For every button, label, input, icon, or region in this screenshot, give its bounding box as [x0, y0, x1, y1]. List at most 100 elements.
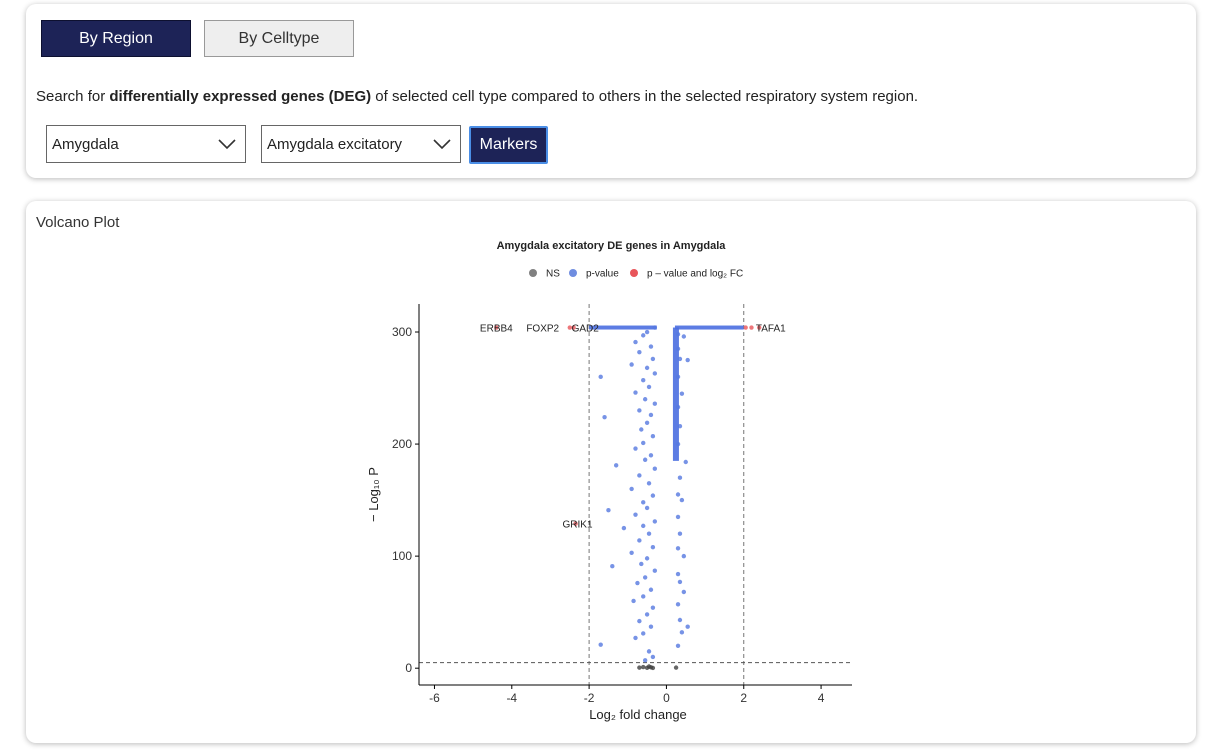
- data-point: [633, 339, 638, 345]
- data-point: [610, 564, 615, 569]
- data-point: [679, 391, 685, 396]
- data-point: [641, 440, 646, 446]
- data-point: [644, 612, 650, 617]
- x-tick-label: -6: [429, 691, 440, 705]
- y-tick-label: 300: [392, 325, 412, 339]
- region-select[interactable]: Amygdala: [46, 125, 246, 163]
- data-point: [633, 390, 638, 395]
- data-point: [677, 475, 683, 480]
- data-point: [602, 414, 607, 420]
- data-point: [573, 521, 578, 526]
- data-point: [650, 493, 656, 498]
- data-point: [675, 332, 681, 337]
- data-point: [677, 423, 683, 429]
- data-point: [650, 605, 656, 610]
- data-point: [629, 486, 634, 492]
- data-point: [648, 344, 654, 349]
- data-point: [650, 434, 656, 439]
- volcano-plot-card: Volcano Plot Amygdala excitatory DE gene…: [26, 201, 1196, 743]
- markers-button[interactable]: Markers: [469, 126, 548, 164]
- gene-label: ERBB4: [480, 324, 513, 335]
- data-point: [639, 561, 644, 567]
- celltype-select[interactable]: Amygdala excitatory: [261, 125, 461, 163]
- x-tick-label: -4: [506, 691, 517, 705]
- data-point: [571, 325, 576, 330]
- data-point: [679, 630, 685, 635]
- y-tick-label: 0: [405, 661, 412, 675]
- data-point: [637, 618, 642, 624]
- data-point: [641, 631, 646, 636]
- data-point: [648, 412, 654, 418]
- filter-card: By Region By Celltype Search for differe…: [26, 4, 1196, 178]
- data-point: [631, 598, 636, 604]
- tab-by-region[interactable]: By Region: [41, 20, 191, 57]
- gene-label: GRIK1: [563, 520, 593, 531]
- x-tick-label: 2: [740, 691, 747, 705]
- data-point: [650, 544, 656, 550]
- data-point: [639, 427, 644, 432]
- data-point: [675, 441, 681, 447]
- legend-label: NS: [546, 269, 560, 280]
- data-point: [685, 357, 690, 363]
- x-tick-label: 0: [663, 691, 670, 705]
- data-point: [646, 531, 652, 536]
- chevron-down-icon: [433, 139, 451, 150]
- data-point: [679, 497, 685, 503]
- data-point: [644, 420, 650, 425]
- data-point: [644, 505, 650, 511]
- plot-panel-heading: Volcano Plot: [36, 214, 120, 231]
- data-point: [494, 325, 499, 330]
- data-point: [652, 466, 658, 471]
- data-point: [635, 580, 640, 586]
- data-point: [652, 568, 658, 573]
- legend-marker: [529, 269, 537, 277]
- p-value-band-left: [589, 325, 657, 330]
- gene-label: GAD2: [572, 324, 600, 335]
- p-value-band-right: [674, 325, 744, 330]
- data-point: [648, 453, 654, 458]
- description-bold: differentially expressed genes (DEG): [109, 88, 372, 105]
- celltype-select-value: Amygdala excitatory: [267, 135, 403, 153]
- data-point: [642, 658, 648, 663]
- data-point: [650, 356, 656, 362]
- legend-label: p-value: [586, 269, 619, 280]
- data-point: [637, 349, 642, 355]
- data-point: [633, 512, 638, 517]
- data-point: [681, 589, 687, 595]
- data-point: [644, 365, 650, 371]
- legend-marker: [630, 269, 638, 277]
- data-point: [637, 473, 642, 478]
- data-point: [598, 642, 603, 647]
- data-point: [677, 531, 683, 536]
- legend-label: p – value and log₂ FC: [647, 269, 743, 280]
- data-point: [675, 492, 681, 497]
- data-point: [637, 408, 642, 413]
- data-point: [642, 575, 648, 580]
- legend-marker: [569, 269, 577, 277]
- data-point: [749, 325, 754, 330]
- gene-label: TAFA1: [756, 324, 786, 335]
- data-point: [685, 624, 690, 629]
- data-point: [675, 546, 681, 551]
- y-tick-label: 200: [392, 437, 412, 451]
- data-point: [644, 329, 650, 335]
- region-select-value: Amygdala: [52, 135, 119, 153]
- data-point: [641, 594, 646, 599]
- data-point: [641, 500, 646, 505]
- data-point: [652, 325, 658, 330]
- gene-label: FOXP2: [526, 324, 559, 335]
- tab-by-celltype[interactable]: By Celltype: [204, 20, 354, 57]
- data-point: [675, 404, 681, 410]
- deg-description: Search for differentially expressed gene…: [36, 88, 918, 105]
- data-point: [675, 346, 681, 352]
- data-point: [644, 556, 650, 561]
- data-point: [606, 507, 611, 513]
- volcano-plot: Amygdala excitatory DE genes in Amygdala…: [366, 240, 852, 722]
- data-point: [677, 356, 683, 362]
- data-point: [675, 602, 681, 607]
- data-point: [681, 334, 687, 339]
- data-point: [641, 664, 646, 670]
- data-point: [637, 665, 642, 670]
- data-point: [675, 374, 681, 380]
- description-suffix: of selected cell type compared to others…: [371, 88, 919, 105]
